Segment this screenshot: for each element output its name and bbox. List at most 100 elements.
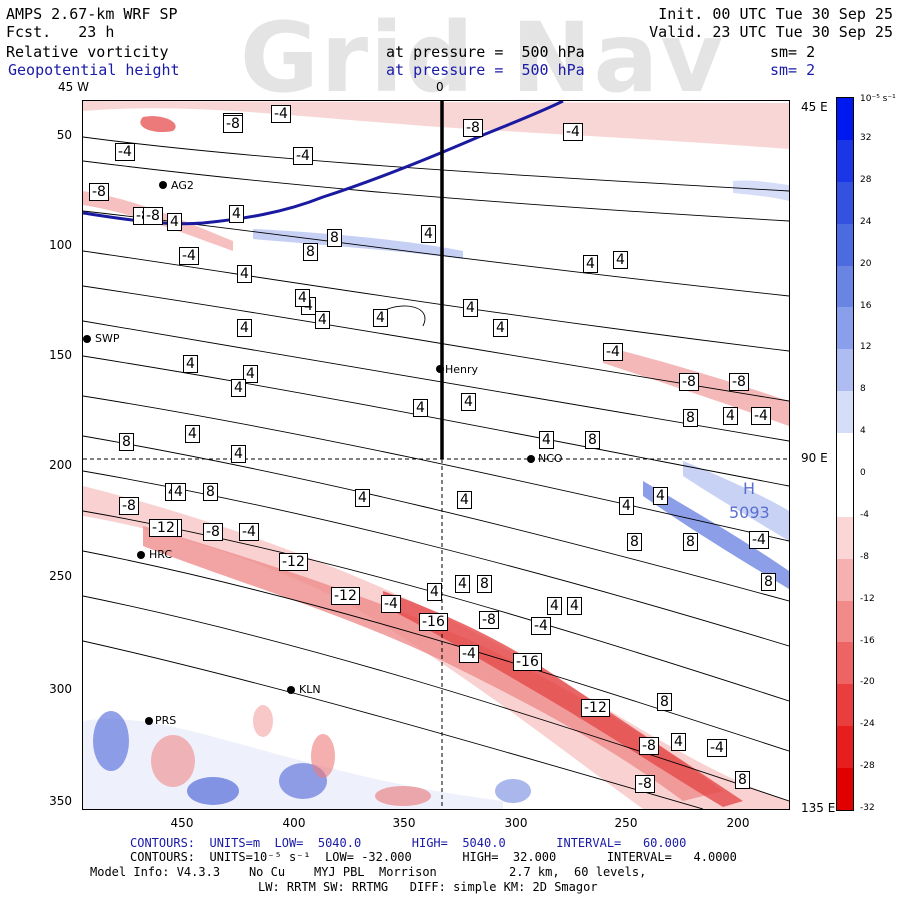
- contour-label: -4: [707, 739, 727, 757]
- x-tick-label: 450: [170, 816, 194, 830]
- colorbar-swatch: [837, 726, 853, 769]
- colorbar-tick-label: -28: [860, 761, 875, 772]
- contour-label: -4: [115, 143, 135, 161]
- high-pressure-marker: H: [743, 479, 756, 498]
- colorbar-tick-label: -16: [860, 635, 875, 646]
- contour-label: 4: [461, 393, 476, 411]
- colorbar-swatch: [837, 307, 853, 350]
- contour-label: -12: [581, 699, 610, 717]
- footer-height-contours: CONTOURS: UNITS=m LOW= 5040.0 HIGH= 5040…: [130, 836, 687, 850]
- geopotential-contour: [83, 101, 564, 226]
- colorbar-tick-label: 24: [860, 216, 872, 227]
- contour-label: -4: [239, 523, 259, 541]
- lon-label-135e: 135 E: [801, 801, 836, 815]
- footer-physics: LW: RRTM SW: RRTMG DIFF: simple KM: 2D S…: [258, 880, 598, 894]
- station-label-henry: Henry: [445, 363, 479, 376]
- forecast-hour: Fcst. 23 h: [6, 23, 115, 41]
- field2-name: Geopotential height: [8, 61, 180, 79]
- contour-label: 8: [657, 693, 672, 711]
- colorbar-swatch: [837, 391, 853, 434]
- x-tick-label: 250: [614, 816, 638, 830]
- field2-level: at pressure = 500 hPa: [386, 61, 585, 79]
- contour-label: 4: [231, 445, 246, 463]
- colorbar-swatch: [837, 642, 853, 685]
- contour-label: 4: [723, 407, 738, 425]
- vorticity-field: [83, 101, 789, 809]
- colorbar-swatch: [837, 181, 853, 225]
- colorbar-unit: 10⁻⁵ s⁻¹: [860, 94, 896, 104]
- contour-label: -8: [463, 119, 483, 137]
- contour-label: -4: [293, 147, 313, 165]
- contour-label: 4: [315, 311, 330, 329]
- colorbar-swatch: [837, 684, 853, 727]
- contour-label: -8: [679, 373, 699, 391]
- y-tick-label: 100: [49, 238, 72, 252]
- contour-label: -12: [149, 519, 178, 537]
- colorbar-swatch: [837, 139, 853, 183]
- contour-label: -4: [749, 531, 769, 549]
- field1-name: Relative vorticity: [6, 43, 169, 61]
- colorbar-swatch: [837, 768, 853, 811]
- station-label-hrc: HRC: [149, 548, 173, 561]
- colorbar-tick-label: 0: [860, 468, 866, 479]
- contour-label: -8: [223, 115, 243, 133]
- contour-label: 4: [243, 365, 258, 383]
- colorbar-swatch: [837, 223, 853, 267]
- contour-label: 4: [567, 597, 582, 615]
- station-label-kln: KLN: [299, 683, 321, 696]
- contour-label: 4: [373, 309, 388, 327]
- contour-label: 4: [547, 597, 562, 615]
- contour-label: 4: [455, 575, 470, 593]
- model-title: AMPS 2.67-km WRF SP: [6, 5, 178, 23]
- contour-label: 8: [683, 409, 698, 427]
- contour-label: 8: [477, 575, 492, 593]
- contour-label: 4: [583, 255, 598, 273]
- station-label-swp: SWP: [95, 332, 120, 345]
- contour-label: 8: [203, 483, 218, 501]
- contour-label: 8: [683, 533, 698, 551]
- contour-label: 8: [327, 229, 342, 247]
- contour-label: -4: [751, 407, 771, 425]
- colorbar-tick-label: -20: [860, 677, 875, 688]
- x-tick-label: 350: [392, 816, 416, 830]
- contour-label: -8: [119, 497, 139, 515]
- colorbar-swatch: [837, 349, 853, 392]
- colorbar-tick-label: 4: [860, 426, 866, 437]
- x-tick-label: 200: [726, 816, 750, 830]
- contour-label: 8: [303, 243, 318, 261]
- contour-label: -12: [279, 553, 308, 571]
- contour-label: -8: [729, 373, 749, 391]
- lon-label-90e: 90 E: [801, 451, 828, 465]
- contour-label: 8: [627, 533, 642, 551]
- colorbar-swatch: [837, 516, 853, 560]
- contour-label: 4: [413, 399, 428, 417]
- y-tick-label: 350: [49, 794, 72, 808]
- station-label-prs: PRS: [155, 714, 177, 727]
- contour-label: 4: [355, 489, 370, 507]
- footer-vorticity-contours: CONTOURS: UNITS=10⁻⁵ s⁻¹ LOW= -32.000 HI…: [130, 850, 737, 864]
- negative-vorticity-shading: [83, 101, 789, 809]
- contour-label: -4: [271, 105, 291, 123]
- y-tick-label: 250: [49, 569, 72, 583]
- station-label-ag2: AG2: [171, 179, 194, 192]
- colorbar-tick-label: -12: [860, 593, 875, 604]
- field1-smooth: sm= 2: [770, 43, 816, 61]
- high-pressure-value: 5093: [729, 503, 770, 522]
- contour-label: -16: [419, 613, 448, 631]
- contour-label: -12: [331, 587, 360, 605]
- vorticity-contours: [83, 136, 789, 809]
- contour-label: -4: [563, 123, 583, 141]
- contour-label: -8: [479, 611, 499, 629]
- contour-label: 4: [421, 225, 436, 243]
- lon-label-0: 0: [436, 80, 444, 94]
- colorbar-tick-label: 32: [860, 133, 872, 143]
- y-tick-label: 300: [49, 682, 72, 696]
- colorbar-tick-label: 8: [860, 384, 866, 395]
- contour-label: 4: [237, 319, 252, 337]
- colorbar-swatch: [837, 474, 853, 518]
- colorbar-swatch: [837, 600, 853, 643]
- colorbar-swatch: [837, 265, 853, 308]
- colorbar-tick-label: -24: [860, 719, 875, 730]
- map-plot-area: AG2 SWP Henry NCO HRC KLN PRS H 5093 -8-…: [82, 100, 790, 810]
- colorbar-tick-label: -8: [860, 551, 869, 562]
